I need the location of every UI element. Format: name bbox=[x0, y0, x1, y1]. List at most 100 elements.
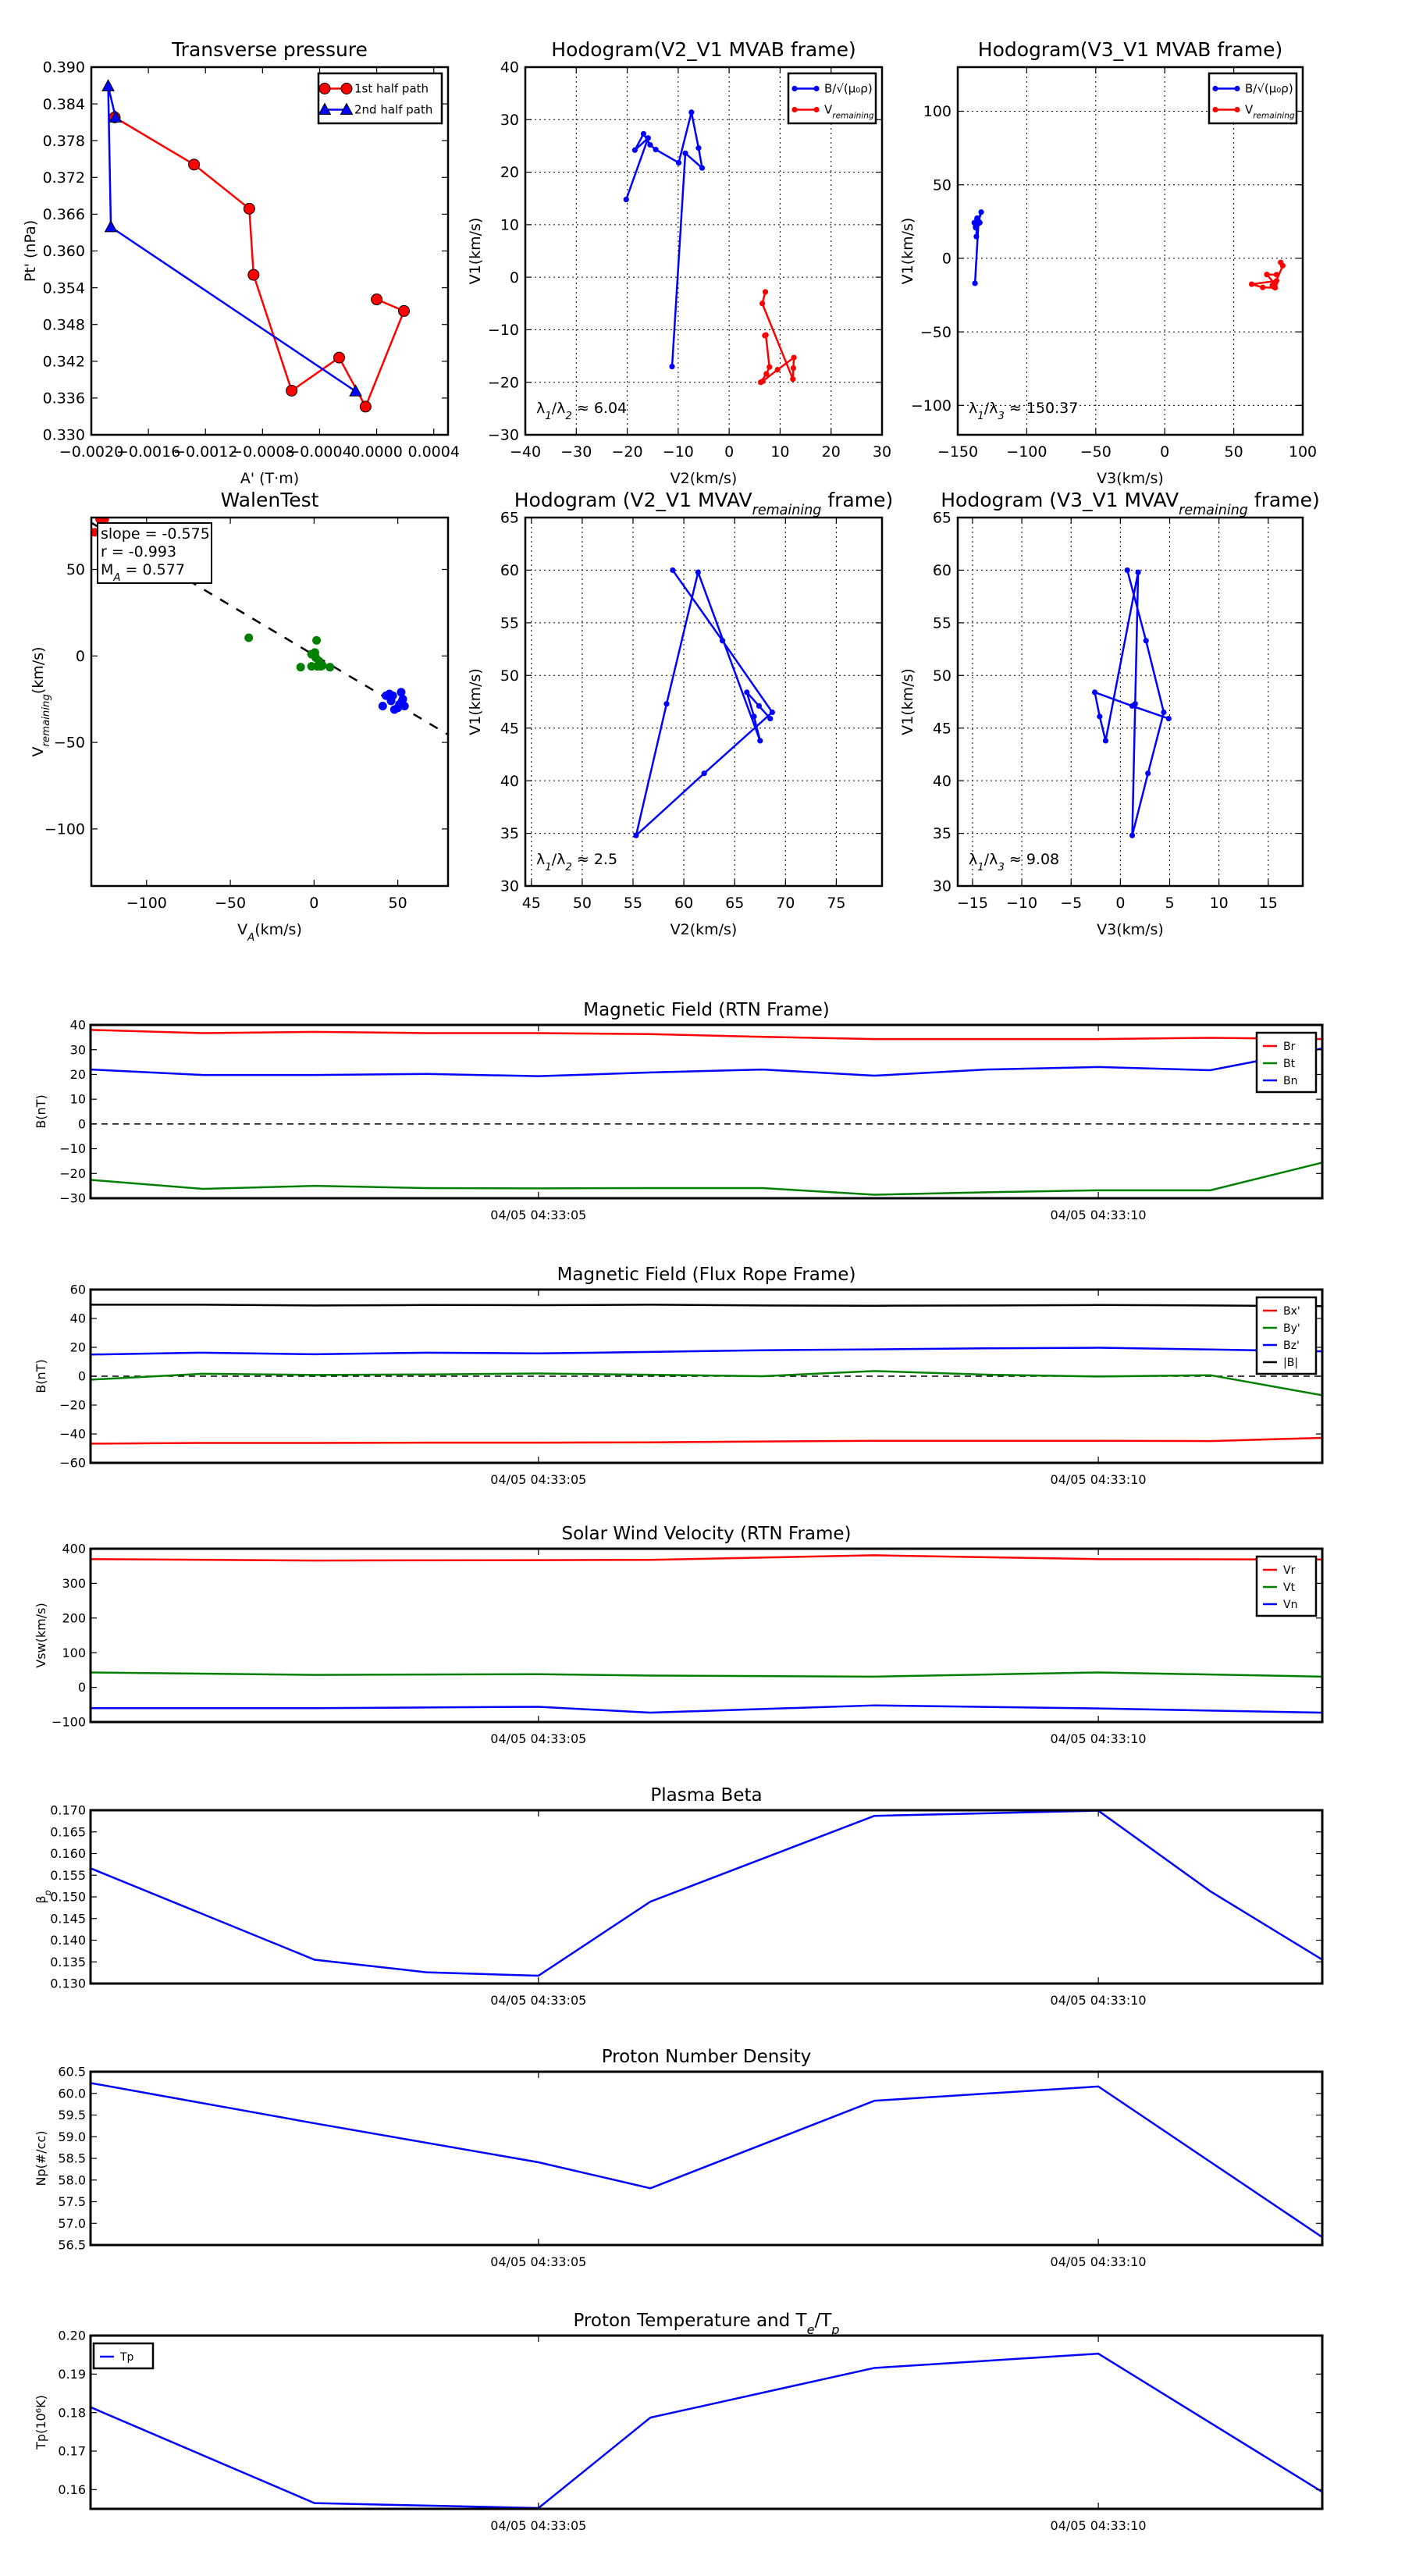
y-tick-label: 0 bbox=[76, 648, 85, 665]
x-tick-label: 0 bbox=[309, 895, 318, 912]
y-axis-label: Np(#/cc) bbox=[34, 2131, 48, 2186]
x-tick-label: −5 bbox=[1060, 895, 1082, 912]
y-tick-label: 45 bbox=[933, 720, 951, 737]
y-tick-label: 0 bbox=[78, 1369, 86, 1384]
series-line-2 bbox=[91, 1347, 1322, 1356]
y-tick-label: 0.145 bbox=[50, 1911, 86, 1926]
series-line-0 bbox=[91, 2352, 1322, 2509]
x-tick-label: 04/05 04:33:10 bbox=[1051, 1208, 1147, 1222]
data-point bbox=[972, 280, 978, 286]
x-tick-label: −0.0008 bbox=[230, 443, 294, 461]
data-point bbox=[688, 109, 695, 116]
x-tick-label: 04/05 04:33:05 bbox=[490, 1731, 586, 1746]
legend-label: B/√(μ₀ρ) bbox=[1245, 82, 1293, 96]
plot-area bbox=[91, 1304, 1322, 1445]
x-tick-label: 04/05 04:33:05 bbox=[490, 2254, 586, 2269]
x-axis-label: VA(km/s) bbox=[237, 921, 302, 944]
y-axis-label: B(nT) bbox=[34, 1094, 48, 1128]
plot-area bbox=[91, 1029, 1322, 1196]
x-tick-label: −10 bbox=[663, 443, 694, 461]
chart-hodogram-v2-v1-mvab: −40 −30 −20 −10 0 10 20 30−30−20−10010203040Hod… bbox=[467, 38, 891, 487]
plot-area bbox=[971, 209, 1286, 291]
data-point bbox=[1129, 832, 1136, 838]
data-point bbox=[669, 363, 675, 370]
x-axis-label: V2(km/s) bbox=[670, 921, 738, 938]
x-axis-label: V3(km/s) bbox=[1097, 921, 1164, 938]
chart-magnetic-field-rtn: 04/05 04:33:05 04/05 04:33:10 −30 −20 −10 0 10… bbox=[34, 1000, 1324, 1222]
axes-frame bbox=[89, 1547, 1324, 1724]
data-point bbox=[1248, 281, 1255, 287]
y-tick-label: 35 bbox=[500, 825, 519, 842]
y-tick-label: 30 bbox=[500, 878, 519, 895]
x-tick-label: −100 bbox=[126, 895, 167, 912]
x-tick-label: −40 bbox=[510, 443, 541, 461]
y-tick-label: 59.0 bbox=[58, 2129, 86, 2144]
legend-label: Vt bbox=[1283, 1582, 1296, 1594]
data-point bbox=[759, 301, 766, 307]
y-tick-label: −30 bbox=[59, 1191, 86, 1206]
x-tick-label: 50 bbox=[389, 895, 407, 912]
data-point bbox=[682, 150, 688, 156]
x-tick-label: −0.0016 bbox=[116, 443, 180, 461]
data-point bbox=[756, 703, 763, 709]
data-point bbox=[188, 158, 201, 171]
series-line-1 bbox=[107, 86, 357, 393]
x-tick-label: 5 bbox=[1165, 895, 1174, 912]
x-tick-label: −50 bbox=[1080, 443, 1112, 461]
legend-label: Tp bbox=[119, 2351, 134, 2364]
y-tick-label: 0.135 bbox=[50, 1955, 86, 1969]
data-point bbox=[1165, 715, 1172, 722]
x-tick-label: 0 bbox=[724, 443, 734, 461]
data-point bbox=[1091, 689, 1098, 696]
data-point bbox=[286, 384, 298, 397]
y-tick-label: 200 bbox=[62, 1610, 86, 1625]
stats-line: slope = -0.575 bbox=[101, 525, 210, 543]
plot-area bbox=[91, 518, 448, 736]
y-tick-label: 300 bbox=[62, 1576, 86, 1591]
y-tick-label: −60 bbox=[59, 1456, 86, 1471]
series-line-1 bbox=[91, 1370, 1322, 1397]
y-tick-label: 0.18 bbox=[58, 2405, 86, 2420]
legend-label: Vremaining bbox=[824, 103, 874, 121]
y-tick-label: 0.165 bbox=[50, 1824, 86, 1839]
data-point bbox=[1273, 272, 1280, 278]
y-tick-label: 60 bbox=[70, 1283, 86, 1297]
data-point bbox=[243, 202, 255, 215]
y-tick-label: −20 bbox=[59, 1166, 86, 1181]
chart-solar-wind-velocity: 04/05 04:33:05 04/05 04:33:10 −100 0 100 200 3… bbox=[34, 1524, 1324, 1746]
data-point bbox=[1097, 713, 1103, 720]
y-axis-label: Pt' (nPa) bbox=[22, 220, 39, 282]
data-point bbox=[1279, 262, 1286, 269]
y-tick-label: 58.0 bbox=[58, 2172, 86, 2187]
data-point bbox=[763, 371, 770, 377]
legend-marker bbox=[791, 85, 798, 92]
y-tick-label: 0.150 bbox=[50, 1890, 86, 1905]
y-tick-label: 0.342 bbox=[43, 353, 85, 370]
eigenvalue-ratio-annotation: λ1/λ2 ≈ 2.5 bbox=[536, 851, 617, 873]
chart-proton-temperature: 04/05 04:33:05 04/05 04:33:10 0.16 0.17 0.18… bbox=[34, 2311, 1324, 2533]
data-point bbox=[1145, 770, 1151, 777]
legend-marker bbox=[791, 106, 798, 113]
y-tick-label: 65 bbox=[933, 510, 951, 527]
data-point bbox=[104, 219, 118, 233]
y-tick-label: 40 bbox=[70, 1311, 86, 1326]
legend-label: 2nd half path bbox=[354, 103, 432, 117]
plot-area bbox=[91, 2082, 1322, 2239]
data-point bbox=[333, 351, 346, 364]
y-tick-label: 20 bbox=[70, 1340, 86, 1355]
y-tick-label: 0.330 bbox=[43, 427, 85, 444]
y-tick-label: 0 bbox=[942, 251, 951, 268]
chart-title: Magnetic Field (RTN Frame) bbox=[583, 1000, 830, 1020]
x-tick-label: 0 bbox=[1160, 443, 1169, 461]
data-point bbox=[670, 567, 676, 574]
data-point bbox=[774, 366, 781, 373]
x-tick-label: 04/05 04:33:10 bbox=[1051, 2518, 1147, 2533]
y-tick-label: 45 bbox=[500, 720, 519, 737]
y-tick-label: 100 bbox=[62, 1646, 86, 1660]
y-axis-label: βp bbox=[34, 1890, 53, 1903]
y-tick-label: −100 bbox=[911, 397, 951, 415]
stats-line: r = -0.993 bbox=[101, 543, 176, 560]
y-tick-label: 30 bbox=[500, 112, 519, 129]
legend-label: Bz' bbox=[1283, 1340, 1300, 1352]
